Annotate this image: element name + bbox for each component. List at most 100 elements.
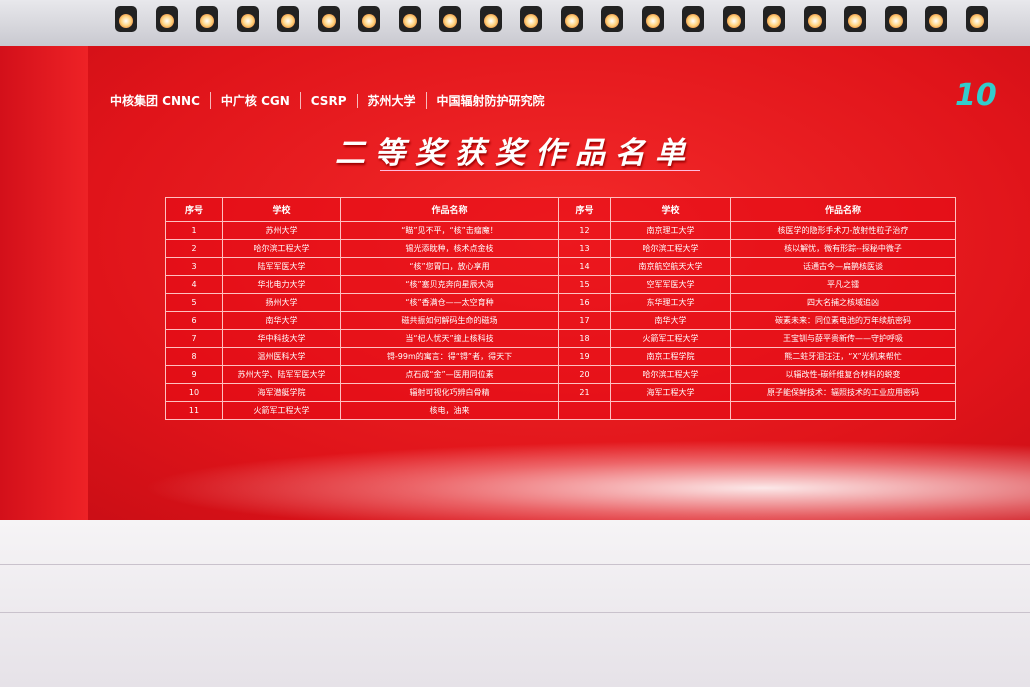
- table-cell: 哈尔滨工程大学: [610, 365, 731, 384]
- table-cell: 苏州大学、陆军军医大学: [222, 365, 341, 384]
- table-header: 序号 学校 作品名称 序号 学校 作品名称: [165, 197, 956, 222]
- table-cell: 19: [558, 347, 611, 366]
- table-cell: 7: [165, 329, 223, 348]
- table-cell: [610, 401, 731, 420]
- table-cell: 华中科技大学: [222, 329, 341, 348]
- table-cell: 18: [558, 329, 611, 348]
- table-cell: 南华大学: [610, 311, 731, 330]
- table-cell: 20: [558, 365, 611, 384]
- table-cell: 空军军医大学: [610, 275, 731, 294]
- table-cell: 14: [558, 257, 611, 276]
- column-header: 学校: [222, 197, 341, 222]
- table-cell: 哈尔滨工程大学: [222, 239, 341, 258]
- table-cell: 东华理工大学: [610, 293, 731, 312]
- stage-light-icon: [439, 6, 461, 32]
- table-row: 4 华北电力大学 “核”塞贝克奔向星辰大海 15 空军军医大学 平凡之镭: [165, 275, 956, 294]
- column-header: 作品名称: [730, 197, 956, 222]
- table-cell: 火箭军工程大学: [222, 401, 341, 420]
- stage-light-icon: [844, 6, 866, 32]
- sponsor-logo: 苏州大学: [368, 92, 427, 109]
- table-cell: “核”您胃口，放心享用: [340, 257, 559, 276]
- side-wall: [0, 0, 88, 535]
- lighting-truss: [0, 0, 1030, 46]
- title-divider: [380, 170, 700, 171]
- table-cell: 13: [558, 239, 611, 258]
- table-cell: “瞄”见不平，“核”击瘤魔！: [340, 221, 559, 240]
- stage-light-icon: [155, 6, 178, 32]
- page-title: 二等奖获奖作品名单: [335, 136, 695, 171]
- table-cell: 南京理工大学: [610, 221, 731, 240]
- table-cell: 12: [558, 221, 611, 240]
- table-cell: 扬州大学: [222, 293, 341, 312]
- stage-light-icon: [925, 6, 947, 32]
- stage-light-icon: [358, 6, 380, 32]
- stage-light-icon: [884, 6, 907, 32]
- table-row: 10 海军潜艇学院 辐射可视化巧辨白骨精 21 海军工程大学 原子能保鲜技术：辐照技术的工…: [165, 383, 956, 402]
- table-cell: 原子能保鲜技术：辐照技术的工业应用密码: [730, 383, 956, 402]
- table-cell: 熊二蛀牙泪汪汪，“X”光机来帮忙: [730, 347, 956, 366]
- table-cell: 11: [165, 401, 223, 420]
- table-cell: 碳素未来：同位素电池的万年续航密码: [730, 311, 956, 330]
- sponsor-logo: CSRP: [311, 93, 358, 108]
- stage-light-icon: [763, 6, 785, 32]
- table-cell: 平凡之镭: [730, 275, 956, 294]
- table-row: 3 陆军军医大学 “核”您胃口，放心享用 14 南京航空航天大学 话通古今—扁鹊核医谈: [165, 257, 956, 276]
- table-row: 11 火箭军工程大学 核电，油来: [165, 401, 956, 420]
- column-header: 序号: [165, 197, 223, 222]
- table-cell: 9: [165, 365, 223, 384]
- table-row: 2 哈尔滨工程大学 锡光添眈种，核术点金枝 13 哈尔滨工程大学 核以解忧，微有形踪--探…: [165, 239, 956, 258]
- table-cell: “核”香满仓——太空育种: [340, 293, 559, 312]
- table-cell: 四大名捕之核域追凶: [730, 293, 956, 312]
- stage-light-icon: [317, 6, 340, 32]
- table-cell: “核”塞贝克奔向星辰大海: [340, 275, 559, 294]
- light-swoosh: [140, 440, 1030, 520]
- sponsor-logos: 中核集团 CNNC 中广核 CGN CSRP 苏州大学 中国辐射防护研究院: [110, 92, 555, 109]
- table-cell: 苏州大学: [222, 221, 341, 240]
- table-cell: 6: [165, 311, 223, 330]
- table-row: 5 扬州大学 “核”香满仓——太空育种 16 东华理工大学 四大名捕之核域追凶: [165, 293, 956, 312]
- stage-light-icon: [520, 6, 542, 32]
- table-cell: 17: [558, 311, 611, 330]
- table-cell: 当“杞人忧天”撞上核科技: [340, 329, 559, 348]
- table-cell: [558, 401, 611, 420]
- table-cell: 海军工程大学: [610, 383, 731, 402]
- column-header: 序号: [558, 197, 611, 222]
- table-row: 7 华中科技大学 当“杞人忧天”撞上核科技 18 火箭军工程大学 王宝钏与薛平贵新传——守…: [165, 329, 956, 348]
- table-cell: 核医学的隐形手术刀-放射性粒子治疗: [730, 221, 956, 240]
- table-cell: 火箭军工程大学: [610, 329, 731, 348]
- table-cell: 16: [558, 293, 611, 312]
- table-cell: 2: [165, 239, 223, 258]
- award-table: 序号 学校 作品名称 序号 学校 作品名称 1 苏州大学 “瞄”见不平，“核”击瘤魔！ 12 南京…: [165, 197, 956, 420]
- sponsor-logo: 中国辐射防护研究院: [436, 94, 545, 108]
- table-cell: 温州医科大学: [222, 347, 341, 366]
- sponsor-logo: 中广核 CGN: [221, 92, 301, 109]
- table-row: 6 南华大学 磁共振如何解码生命的磁场 17 南华大学 碳素未来：同位素电池的万年续航密码: [165, 311, 956, 330]
- column-header: 学校: [610, 197, 731, 222]
- table-cell: 8: [165, 347, 223, 366]
- stage-light-icon: [722, 6, 745, 32]
- sponsor-logo: 中核集团 CNNC: [110, 92, 211, 109]
- stage-floor: [0, 520, 1030, 687]
- stage-light-icon: [479, 6, 502, 32]
- table-cell: 4: [165, 275, 223, 294]
- stage-light-icon: [965, 6, 988, 32]
- column-header: 作品名称: [340, 197, 559, 222]
- stage-light-icon: [398, 6, 421, 32]
- table-cell: 南华大学: [222, 311, 341, 330]
- stage-light-icon: [115, 6, 137, 32]
- table-cell: 话通古今—扁鹊核医谈: [730, 257, 956, 276]
- stage-light-icon: [682, 6, 704, 32]
- table-cell: 哈尔滨工程大学: [610, 239, 731, 258]
- table-cell: 核电，油来: [340, 401, 559, 420]
- table-row: 1 苏州大学 “瞄”见不平，“核”击瘤魔！ 12 南京理工大学 核医学的隐形手术刀-放射性…: [165, 221, 956, 240]
- stage-light-icon: [601, 6, 623, 32]
- table-cell: [730, 401, 956, 420]
- table-cell: 21: [558, 383, 611, 402]
- table-cell: 点石成“金”—医用同位素: [340, 365, 559, 384]
- table-cell: 海军潜艇学院: [222, 383, 341, 402]
- table-cell: 锝-99m的寓言：得“锝”者，得天下: [340, 347, 559, 366]
- table-row: 8 温州医科大学 锝-99m的寓言：得“锝”者，得天下 19 南京工程学院 熊二蛀牙泪汪汪…: [165, 347, 956, 366]
- table-cell: 5: [165, 293, 223, 312]
- anniversary-logo: 10: [955, 78, 997, 113]
- table-cell: 陆军军医大学: [222, 257, 341, 276]
